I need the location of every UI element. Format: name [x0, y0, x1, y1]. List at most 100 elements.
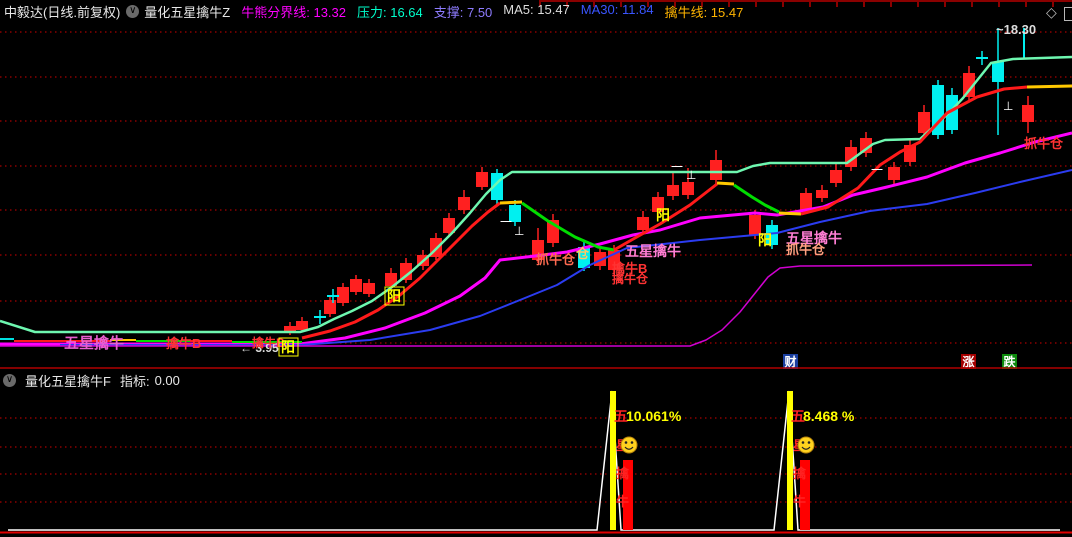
candlestick [816, 190, 828, 198]
signal-percent-label: 8.468 % [803, 408, 855, 424]
pivot-mark: ⊥ [686, 168, 696, 182]
slope-ma-segment [733, 183, 780, 214]
slope-ma-segment [521, 201, 615, 252]
slope-ma-segment [499, 200, 523, 205]
collapse-chevron-icon[interactable]: ∨ [3, 374, 16, 387]
smiley-icon [801, 441, 805, 444]
header-field: 支撑: 7.50 [433, 4, 493, 20]
signal-tag-char: 五 [614, 408, 628, 424]
chart-badge[interactable]: 财 [784, 354, 797, 369]
chart-annotation: 阳 [758, 232, 772, 248]
candlestick [946, 95, 958, 130]
candlestick [766, 225, 778, 245]
chart-badge[interactable]: 涨 [963, 354, 975, 369]
signal-spike-bar [610, 391, 616, 530]
slope-ma-segment [1026, 84, 1072, 89]
candlestick [932, 85, 944, 135]
header-fields: 牛熊分界线: 13.32 压力: 16.64 支撑: 7.50 MA5: 15.47 M… [230, 2, 743, 21]
annotation-box [278, 337, 299, 357]
chart-annotation: 擒牛仓 [612, 271, 649, 286]
main-indicator-title: 量化五星擒牛Z [144, 4, 231, 20]
ma60-line [60, 169, 1072, 346]
signal-percent-label: 10.061% [626, 408, 682, 424]
candlestick [992, 62, 1004, 82]
chart-annotation: 五星擒牛 [625, 243, 681, 259]
annotation-box [384, 286, 405, 306]
diamond-icon[interactable]: ◇ [1046, 4, 1057, 20]
sub-indicator-title: 量化五星擒牛F [25, 374, 111, 389]
chart-annotation: 阳 [656, 207, 670, 223]
candlestick [350, 279, 362, 292]
slope-ma-segment [301, 201, 501, 340]
bull-bear-line [0, 264, 1033, 347]
main-chart-header: 中毅达(日线.前复权) ∨ 量化五星擒牛Z 牛熊分界线: 13.32 压力: 16… [0, 0, 1072, 22]
window-icon[interactable] [1064, 7, 1072, 21]
signal-vertical-char: 牛 [616, 494, 629, 509]
candlestick [324, 300, 336, 314]
smiley-icon [797, 436, 815, 454]
candlestick [682, 182, 694, 195]
slope-ma-segment [716, 181, 735, 186]
slope-ma-segment [800, 85, 1028, 216]
smiley-icon [801, 446, 811, 450]
chart-annotation: 阳 [281, 339, 295, 355]
candlestick [710, 160, 722, 180]
chart-annotation: 擒牛B [166, 336, 201, 351]
smiley-icon [630, 441, 634, 444]
candlestick [637, 217, 649, 230]
candlestick [667, 185, 679, 196]
chart-annotation: 抓牛仓 [786, 242, 826, 257]
chart-annotation: ← 3.95 [240, 341, 279, 355]
header-field: MA30: 11.84 [580, 1, 654, 17]
signal-volume-bar [800, 460, 810, 530]
candlestick [476, 172, 488, 187]
pivot-mark: 一 [871, 163, 883, 177]
candlestick [296, 321, 308, 330]
stock-title: 中毅达(日线.前复权) [4, 4, 121, 20]
header-field: 擒牛线: 15.47 [664, 4, 744, 20]
candlestick [1022, 105, 1034, 122]
slope-ma-segment [778, 211, 802, 216]
sub-indicator-field-value: 0.00 [154, 373, 180, 388]
sub-indicator-field-label: 指标: [119, 374, 150, 389]
qinniu-line [0, 55, 1072, 334]
signal-vertical-char: 牛 [793, 494, 806, 509]
candlestick [509, 205, 521, 222]
candlestick [749, 215, 761, 235]
candlestick [830, 170, 842, 183]
chart-annotation: 擒牛B [252, 335, 285, 350]
candlestick [284, 326, 296, 333]
chart-annotation: 五星擒牛 [786, 230, 842, 246]
signal-volume-bar [623, 460, 633, 530]
collapse-chevron-icon[interactable]: ∨ [126, 4, 140, 18]
smiley-icon [620, 436, 638, 454]
candlestick [652, 197, 664, 212]
candlestick [363, 283, 375, 294]
header-field: 牛熊分界线: 13.32 [241, 4, 346, 20]
chart-annotation: 五星擒牛 [64, 334, 124, 352]
ma30-line [0, 131, 1072, 346]
candlestick [458, 197, 470, 210]
pivot-mark: ⊥ [514, 224, 524, 238]
pivot-mark: 一 [671, 160, 683, 174]
chart-badge[interactable]: 跌 [1004, 354, 1017, 369]
badge-bg[interactable] [1002, 354, 1017, 369]
chart-annotation: 抓牛仓 [536, 252, 576, 267]
smiley-icon [624, 441, 628, 444]
signal-tag-char: 五 [791, 408, 805, 424]
chart-annotation: 阳 [387, 288, 401, 304]
candlestick [800, 193, 812, 210]
slope-ma-segment [613, 182, 718, 252]
chart-annotation: 仓 [575, 246, 590, 261]
candlestick [337, 287, 349, 303]
signal-spike-bar [787, 391, 793, 530]
sub-indicator-header: ∨ 量化五星擒牛F 指标: 0.00 [0, 371, 1072, 390]
candlestick [918, 112, 930, 133]
badge-bg[interactable] [783, 354, 798, 369]
badge-bg[interactable] [961, 354, 976, 369]
header-field: 压力: 16.64 [357, 4, 423, 20]
sub-indicator-line [8, 390, 1060, 531]
candlestick [963, 73, 975, 97]
